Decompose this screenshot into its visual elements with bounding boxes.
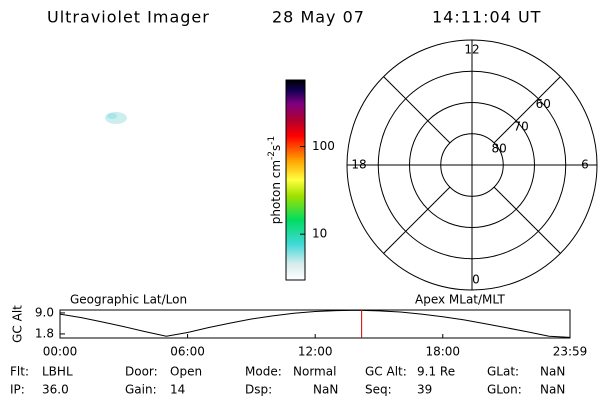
field-value: LBHL xyxy=(42,365,73,379)
mlt-label: 0 xyxy=(472,273,480,287)
lat-label: 60 xyxy=(536,97,551,111)
diagonal-line xyxy=(383,186,451,254)
field-value: 14 xyxy=(170,383,185,397)
field-value: 39 xyxy=(417,383,432,397)
colorbar xyxy=(285,79,306,281)
field-label: GLat: xyxy=(487,365,519,379)
lat-label: 70 xyxy=(514,119,529,133)
field-value: Open xyxy=(170,365,202,379)
field-label: Seq: xyxy=(365,383,392,397)
mlt-label: 6 xyxy=(581,158,589,172)
diagonal-line xyxy=(383,76,451,144)
x-tick-label: 18:00 xyxy=(425,345,460,359)
title: Ultraviolet Imager xyxy=(47,8,210,27)
mlt-label: 12 xyxy=(464,43,479,57)
colorbar-tick-label: 100 xyxy=(312,139,335,153)
field-label: Gain: xyxy=(125,383,157,397)
field-value: NaN xyxy=(540,383,565,397)
diagonal-line xyxy=(493,76,561,144)
y-tick-label: 9.0 xyxy=(35,305,54,319)
mlt-label: 18 xyxy=(351,158,366,172)
x-tick-label: 06:00 xyxy=(170,345,205,359)
field-value: NaN xyxy=(540,365,565,379)
field-label: GLon: xyxy=(487,383,522,397)
time: 14:11:04 UT xyxy=(432,8,541,27)
left-label: Geographic Lat/Lon xyxy=(70,293,187,307)
right-label: Apex MLat/MLT xyxy=(415,293,505,307)
field-label: Door: xyxy=(125,365,158,379)
field-value: 36.0 xyxy=(42,383,69,397)
y-tick-label: 1.8 xyxy=(35,326,54,340)
date: 28 May 07 xyxy=(272,8,365,27)
image-blob xyxy=(105,112,127,124)
field-value: NaN xyxy=(313,383,338,397)
field-label: GC Alt: xyxy=(365,365,407,379)
colorbar-label: photon cm-2s-1 xyxy=(267,136,283,225)
altitude-frame xyxy=(59,309,571,339)
altitude-ylabel: GC Alt xyxy=(11,305,25,343)
field-value: 9.1 Re xyxy=(417,365,455,379)
field-label: Mode: xyxy=(245,365,282,379)
diagonal-line xyxy=(493,186,561,254)
colorbar-tick-label: 10 xyxy=(312,227,327,241)
lat-label: 80 xyxy=(491,141,506,155)
field-label: Dsp: xyxy=(245,383,272,397)
field-label: IP: xyxy=(10,383,25,397)
x-tick-label: 00:00 xyxy=(43,345,78,359)
altitude-line xyxy=(60,310,570,338)
x-tick-label: 23:59 xyxy=(553,345,588,359)
x-tick-label: 12:00 xyxy=(298,345,333,359)
field-value: Normal xyxy=(293,365,336,379)
field-label: Flt: xyxy=(10,365,29,379)
